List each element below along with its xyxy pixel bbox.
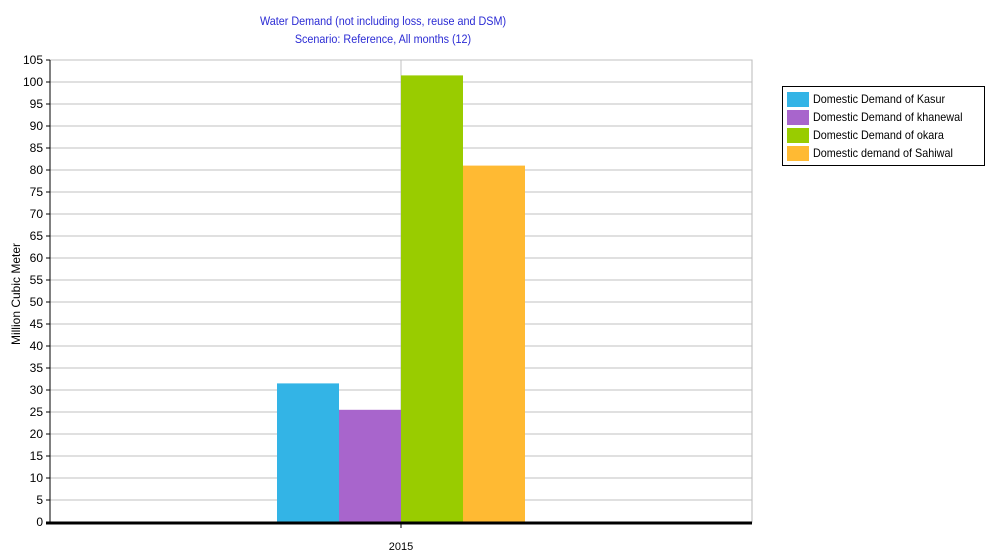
y-tick-label: 10: [30, 471, 44, 485]
y-tick-label: 25: [30, 405, 44, 419]
legend-swatch: [787, 127, 809, 143]
legend-label: Domestic Demand of khanewal: [813, 110, 963, 124]
y-tick-label: 75: [30, 185, 44, 199]
y-tick-label: 80: [30, 163, 44, 177]
y-tick-label: 55: [30, 273, 44, 287]
legend-label: Domestic Demand of okara: [813, 128, 944, 142]
bar: [339, 409, 401, 522]
y-tick-label: 30: [30, 383, 44, 397]
y-tick-label: 60: [30, 251, 44, 265]
axes: [46, 59, 752, 528]
y-tick-label: 70: [30, 207, 44, 221]
bar: [277, 383, 339, 522]
chart-title: Water Demand (not including loss, reuse …: [260, 16, 506, 29]
legend-item: Domestic Demand of okara: [787, 126, 980, 144]
legend: Domestic Demand of Kasur Domestic Demand …: [782, 86, 985, 166]
legend-swatch: [787, 91, 809, 107]
y-tick-label: 35: [30, 361, 44, 375]
y-axis-label: Million Cubic Meter: [9, 243, 23, 345]
bar: [401, 75, 463, 523]
bars: [277, 75, 525, 523]
y-tick-label: 100: [23, 75, 43, 89]
legend-item: Domestic Demand of Kasur: [787, 90, 980, 108]
y-tick-label: 105: [23, 53, 43, 67]
bar: [463, 165, 525, 522]
y-tick-label: 40: [30, 339, 44, 353]
y-tick-label: 45: [30, 317, 44, 331]
legend-item: Domestic demand of Sahiwal: [787, 144, 980, 162]
y-tick-label: 5: [36, 493, 43, 507]
y-tick-label: 95: [30, 97, 44, 111]
y-tick-label: 0: [36, 515, 43, 529]
legend-item: Domestic Demand of khanewal: [787, 108, 980, 126]
legend-swatch: [787, 109, 809, 125]
y-tick-label: 15: [30, 449, 44, 463]
y-tick-label: 50: [30, 295, 44, 309]
legend-label: Domestic demand of Sahiwal: [813, 146, 953, 160]
chart-subtitle: Scenario: Reference, All months (12): [295, 34, 472, 47]
x-tick-label: 2015: [389, 541, 413, 553]
legend-label: Domestic Demand of Kasur: [813, 92, 946, 106]
y-tick-label: 65: [30, 229, 44, 243]
x-tick-labels: 2015: [389, 541, 413, 553]
y-tick-label: 20: [30, 427, 44, 441]
y-tick-labels: 0 5 10 15 20 25 30 35 40 45 50 55 60 65 70 75 80 85 90 95 10…: [23, 53, 43, 529]
y-tick-label: 90: [30, 119, 44, 133]
y-tick-label: 85: [30, 141, 44, 155]
legend-swatch: [787, 145, 809, 161]
